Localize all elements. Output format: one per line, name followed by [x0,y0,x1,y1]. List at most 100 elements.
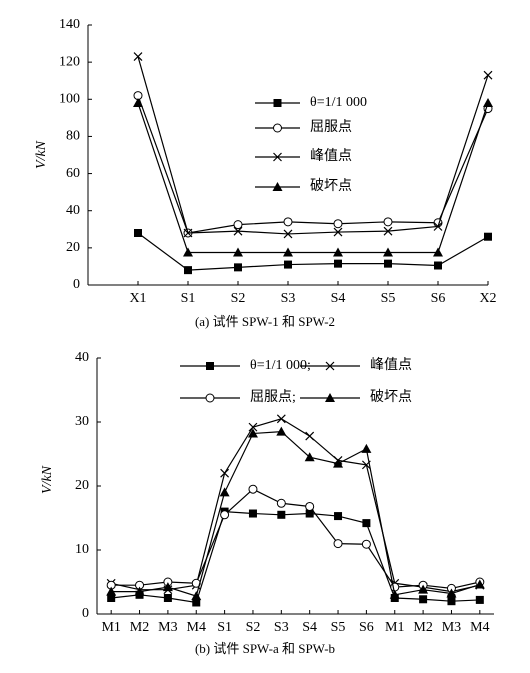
marker [446,588,457,598]
marker [334,259,342,268]
y-tick-label: 20 [66,240,80,255]
x-tick-label: S5 [331,620,346,635]
legend-label: 屈服点 [310,119,352,135]
x-tick-label: S5 [381,291,396,306]
y-tick-label: 40 [66,203,80,218]
x-tick-label: S3 [281,291,296,306]
legend-label: θ=1/1 000 [310,95,367,110]
marker [233,247,243,257]
x-tick-label: X2 [479,291,496,306]
marker [283,247,293,257]
marker [106,586,117,596]
legend-label: 破坏点 [370,389,412,405]
marker [362,519,371,528]
marker [134,229,142,237]
marker [283,229,293,239]
legend-label: 峰值点 [370,357,412,373]
marker [484,232,492,241]
marker [389,589,400,599]
marker [283,217,293,227]
legend-label: 破坏点 [310,178,352,194]
marker [447,597,456,606]
marker [418,584,429,594]
marker [419,595,428,604]
marker [163,594,172,602]
marker [304,452,315,462]
y-tick-label: 80 [66,129,80,144]
x-tick-label: S6 [359,620,374,635]
marker [184,266,192,275]
x-tick-label: S3 [274,620,289,635]
marker [191,591,202,601]
marker [383,226,393,236]
marker [483,70,493,80]
caption: (a) 试件 SPW-1 和 SPW-2 [195,314,335,329]
marker [434,261,442,270]
legend-label: θ=1/1 000; [250,358,311,373]
x-tick-label: M4 [187,620,206,635]
y-tick-label: 0 [73,277,80,292]
marker [234,263,242,272]
marker [247,428,258,438]
legend-marker [325,393,335,402]
y-axis-label: V/kN [34,140,49,169]
series-line [137,95,489,234]
marker [162,582,173,592]
legend-marker [273,152,282,162]
x-tick-label: S2 [231,291,246,306]
y-tick-label: 60 [66,166,80,181]
caption: (b) 试件 SPW-a 和 SPW-b [195,641,335,656]
x-tick-label: S2 [246,620,261,635]
y-tick-label: 140 [59,17,80,32]
marker [305,501,315,511]
marker [361,539,371,549]
marker [134,586,145,596]
marker [384,259,392,268]
marker [276,414,286,424]
marker [248,509,257,518]
marker [334,512,343,521]
marker [433,247,443,257]
marker [284,260,292,269]
x-tick-label: X1 [129,291,146,306]
marker [183,247,193,257]
y-tick-label: 120 [59,54,80,69]
marker [475,595,484,604]
legend-label: 峰值点 [310,148,352,164]
marker [483,98,493,107]
y-tick-label: 0 [82,606,89,621]
marker [220,510,230,520]
marker [383,247,393,257]
marker [192,598,201,607]
marker [276,426,287,436]
y-tick-label: 30 [75,414,89,429]
x-tick-label: M4 [470,620,489,635]
marker [183,228,193,238]
marker [333,227,343,237]
marker [361,443,372,453]
x-tick-label: M3 [442,620,461,635]
marker [277,510,286,519]
x-tick-label: S4 [302,620,317,635]
legend-marker [273,123,282,133]
marker [233,220,243,230]
y-tick-label: 10 [75,542,89,557]
marker [305,431,315,441]
y-tick-label: 40 [75,350,89,365]
x-tick-label: S4 [331,291,346,306]
series-line [137,232,489,271]
x-tick-label: S6 [431,291,446,306]
series-line [137,102,489,254]
legend-marker [325,361,335,371]
marker [433,222,443,231]
x-tick-label: M2 [413,620,432,635]
x-tick-label: S1 [181,291,196,306]
legend-marker [205,393,215,403]
marker [333,458,344,468]
marker [383,217,393,227]
marker [333,219,343,229]
marker [220,468,230,478]
marker [474,579,485,589]
x-tick-label: M2 [130,620,149,635]
marker [233,226,243,236]
